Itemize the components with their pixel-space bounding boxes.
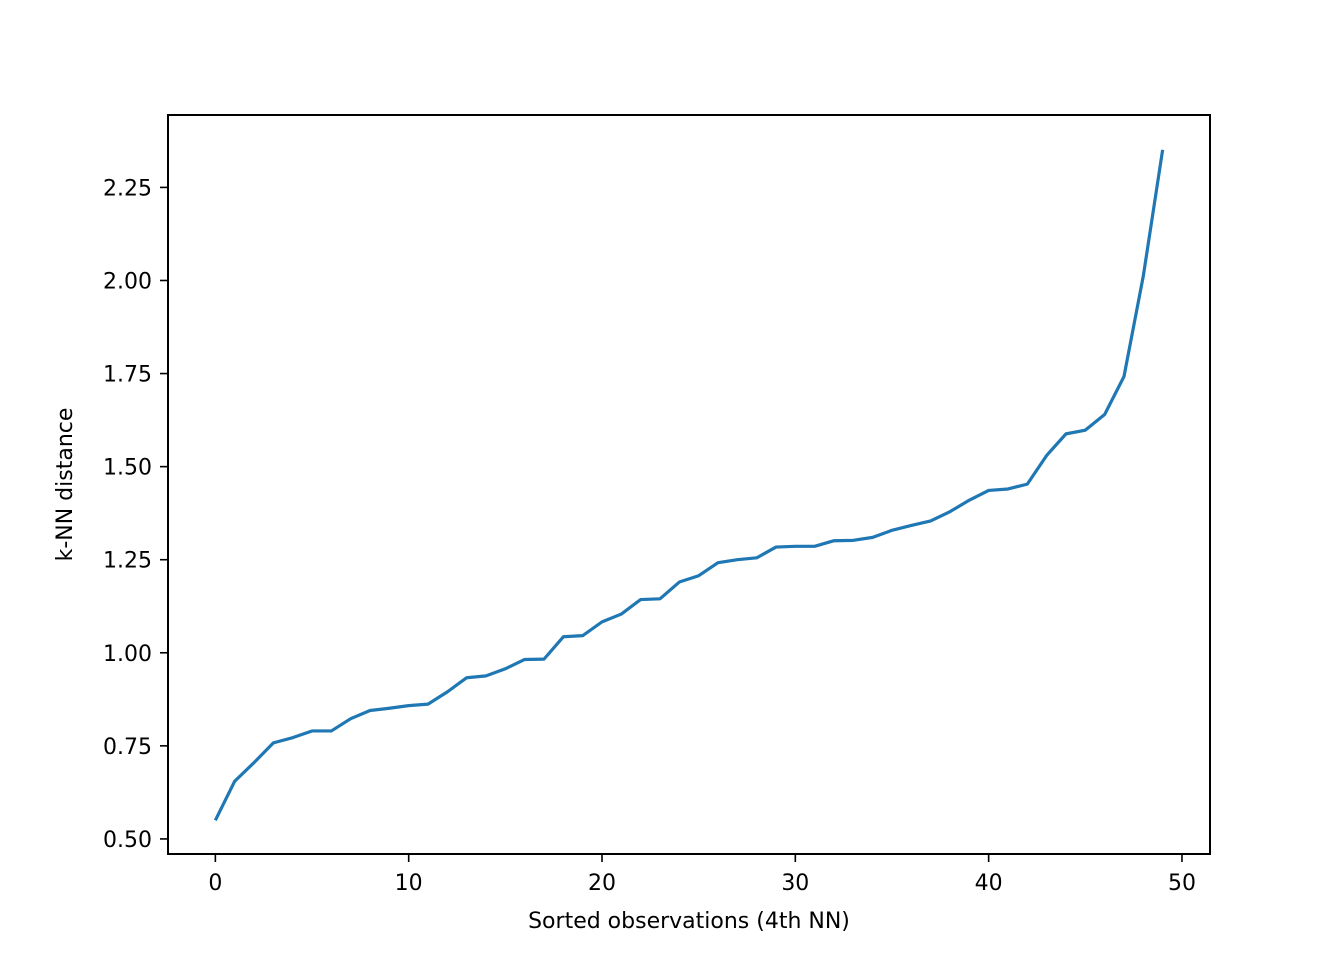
x-tick-label: 50 [1168,871,1196,896]
plot-frame [167,114,1211,855]
y-axis-label: k-NN distance [53,408,78,562]
y-tick-label: 2.00 [103,269,152,294]
y-tick-label: 0.50 [103,828,152,853]
x-tick-label: 10 [395,871,423,896]
y-tick-label: 1.25 [103,549,152,574]
plot-area [167,114,1211,855]
x-axis: 0 10 20 30 40 50 [208,854,1196,896]
y-tick-label: 1.50 [103,456,152,481]
series-layer [213,149,1165,822]
y-tick-label: 0.75 [103,735,152,760]
y-tick-label: 1.75 [103,363,152,388]
series-line [213,149,1165,822]
y-tick-label: 2.25 [103,176,152,201]
y-axis: 0.50 0.75 1.00 1.25 1.50 1.75 2.00 2.25 [103,176,168,853]
x-tick-label: 20 [588,871,616,896]
x-tick-label: 30 [781,871,809,896]
x-axis-label: Sorted observations (4th NN) [528,909,850,934]
x-tick-label: 40 [975,871,1003,896]
y-tick-label: 1.00 [103,642,152,667]
x-tick-label: 0 [208,871,222,896]
